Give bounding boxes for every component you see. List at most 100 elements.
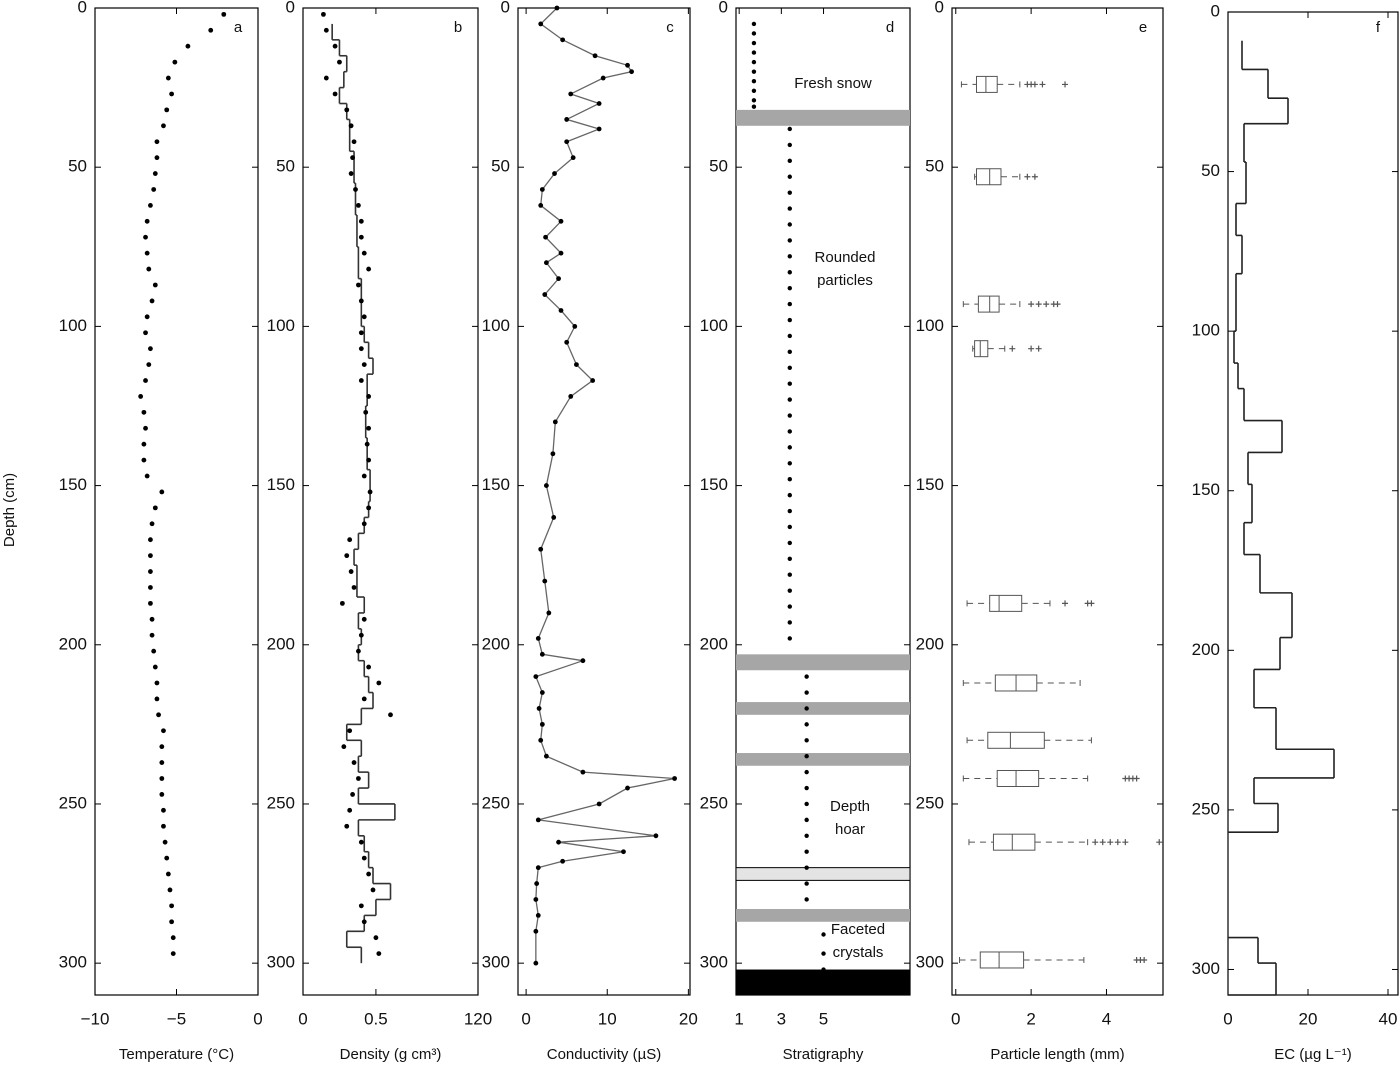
x-axis-title: Conductivity (µS) xyxy=(547,1046,662,1063)
data-point xyxy=(533,674,539,680)
data-point xyxy=(542,578,548,584)
strata-point xyxy=(787,349,792,355)
y-tick-label: 0 xyxy=(935,0,944,16)
outlier xyxy=(1054,301,1061,308)
strata-point xyxy=(751,69,757,74)
strata-point xyxy=(804,881,809,886)
outlier xyxy=(1141,956,1148,963)
strata-point xyxy=(751,98,757,103)
y-tick-label: 50 xyxy=(68,157,87,176)
strata-point xyxy=(751,88,757,93)
panel-frame xyxy=(1227,11,1399,996)
x-tick-label: 0 xyxy=(298,1009,307,1028)
data-point xyxy=(373,935,379,941)
data-point xyxy=(535,865,541,871)
data-point xyxy=(159,744,165,750)
data-point xyxy=(154,680,160,686)
y-tick-label: 50 xyxy=(276,157,295,176)
data-point xyxy=(146,266,152,272)
data-point xyxy=(169,903,175,909)
data-point xyxy=(376,951,382,957)
data-line xyxy=(534,7,675,964)
data-point xyxy=(366,505,372,511)
strata-point xyxy=(751,31,757,36)
panel: 0 50 100 150 200 250 300 1 3 5 Stratigraphy d Fresh … xyxy=(700,0,911,1063)
data-point xyxy=(568,394,574,399)
annotation: Fresh snow xyxy=(794,75,872,92)
data-point xyxy=(161,823,166,829)
y-tick-label: 150 xyxy=(916,475,944,494)
data-point xyxy=(154,696,160,702)
data-point xyxy=(321,11,326,17)
data-point xyxy=(152,664,158,670)
data-point xyxy=(551,515,557,520)
y-tick-label: 200 xyxy=(916,634,944,653)
data-point xyxy=(347,807,353,813)
strata-point xyxy=(751,104,757,109)
box xyxy=(979,951,1025,969)
data-point xyxy=(376,680,382,686)
panel-frame xyxy=(517,7,691,996)
data-point xyxy=(535,817,541,823)
outlier xyxy=(1009,345,1016,352)
x-axis-title: Particle length (mm) xyxy=(990,1046,1124,1063)
data-point xyxy=(590,378,596,383)
data-point xyxy=(538,737,544,743)
data-point xyxy=(361,696,367,702)
data-point xyxy=(144,473,150,479)
outlier xyxy=(1035,345,1042,352)
y-tick-label: 50 xyxy=(709,157,728,176)
data-point xyxy=(539,721,545,727)
data-point xyxy=(388,712,393,718)
data-point xyxy=(564,117,570,122)
outlier xyxy=(1088,600,1095,607)
strata-point xyxy=(804,706,809,711)
data-point xyxy=(348,569,354,574)
data-point xyxy=(161,807,166,813)
data-point xyxy=(596,101,602,106)
panel: 0 50 100 150 200 250 300 −10 −5 0 Temperature (°C)… xyxy=(1,0,263,1063)
data-point xyxy=(558,308,564,313)
box xyxy=(992,833,1036,851)
data-point xyxy=(539,690,545,695)
box xyxy=(989,594,1023,612)
panel-frame xyxy=(735,7,911,996)
data-point xyxy=(672,776,677,781)
data-point xyxy=(361,362,367,367)
strata-point xyxy=(787,477,792,482)
data-point xyxy=(350,155,355,161)
data-point xyxy=(337,59,342,65)
data-point xyxy=(539,651,545,657)
data-point xyxy=(148,346,153,352)
strata-point xyxy=(787,285,792,291)
data-point xyxy=(172,59,178,65)
strata-point xyxy=(787,588,792,593)
data-point xyxy=(556,276,561,282)
data-point xyxy=(159,489,165,495)
y-tick-label: 150 xyxy=(267,475,295,494)
data-point xyxy=(141,457,147,463)
data-point xyxy=(596,126,602,132)
y-tick-label: 300 xyxy=(267,953,295,972)
x-tick-label: 0 xyxy=(253,1009,262,1028)
strata-point xyxy=(787,333,792,339)
y-tick-label: 150 xyxy=(59,475,87,494)
x-tick-label: 20 xyxy=(679,1009,698,1028)
y-tick-label: 0 xyxy=(501,0,510,16)
y-tick-label: 100 xyxy=(267,316,295,335)
y-tick-label: 150 xyxy=(700,475,728,494)
y-tick-label: 50 xyxy=(491,157,510,176)
data-point xyxy=(323,75,329,81)
data-point xyxy=(148,203,153,208)
data-point xyxy=(152,282,158,288)
strata-point xyxy=(787,206,792,211)
x-tick-label: 40 xyxy=(1379,1009,1398,1028)
data-point xyxy=(149,616,155,622)
data-point xyxy=(539,187,545,192)
strata-point xyxy=(751,79,757,84)
data-point xyxy=(351,139,357,145)
data-point xyxy=(156,712,161,718)
data-point xyxy=(653,833,659,839)
x-tick-label: 5 xyxy=(819,1009,828,1028)
data-point xyxy=(600,75,606,81)
